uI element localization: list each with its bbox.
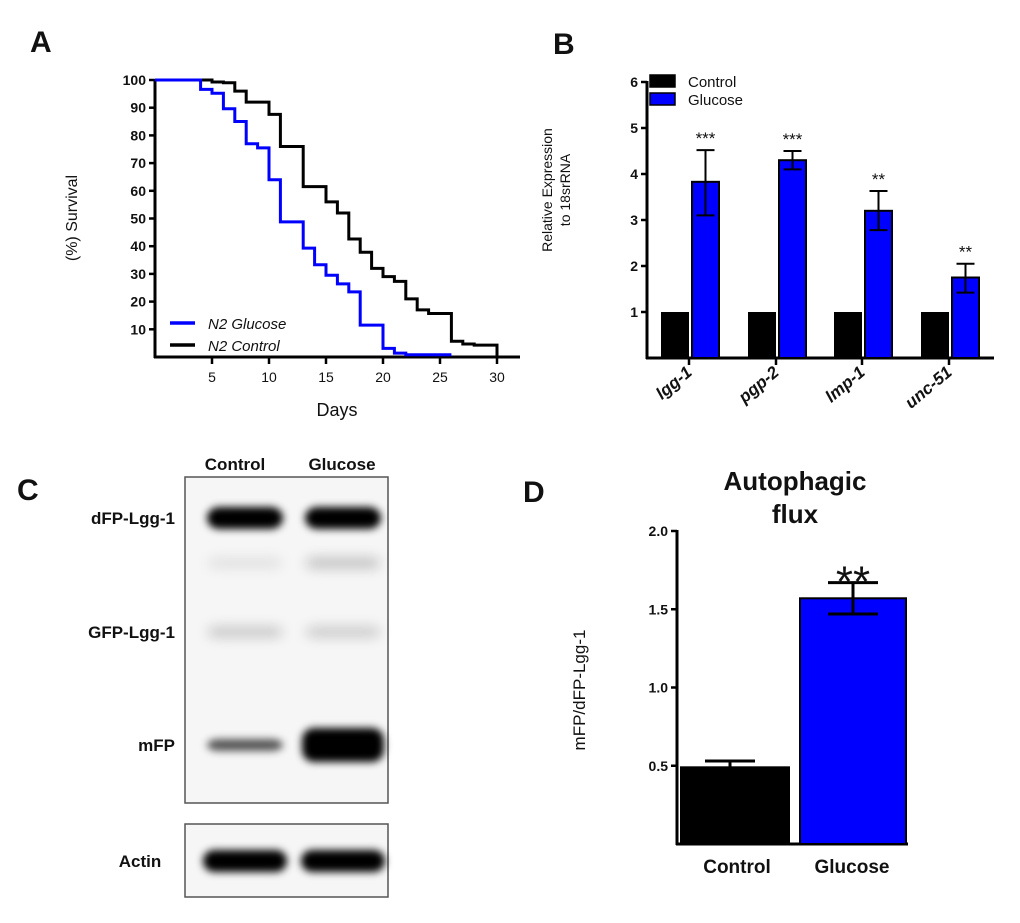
blot-band-actin (203, 850, 287, 872)
bar-control (680, 766, 790, 845)
panel-label-c: C (17, 474, 39, 507)
y-tick-label: 1.0 (649, 680, 669, 696)
legend-label: Glucose (688, 92, 743, 109)
x-tick-label: pgp-2 (734, 362, 783, 407)
blot-band-actin (301, 850, 385, 872)
band-label: Actin (119, 852, 162, 871)
band-label: GFP-Lgg-1 (88, 623, 175, 642)
legend-label: Control (688, 74, 736, 91)
x-tick-label: Glucose (815, 857, 890, 878)
significance-marker: ** (872, 170, 886, 189)
panel-label-d: D (523, 476, 545, 509)
bar-control-unc-51 (921, 312, 949, 358)
y-tick-label: 2 (630, 258, 638, 274)
x-tick-label: lmp-1 (822, 363, 869, 407)
legend-swatch (649, 74, 676, 88)
y-axis-label: (%) Survival (64, 175, 81, 261)
blot-band (305, 507, 381, 529)
significance-marker: ** (959, 243, 973, 262)
x-tick-label: lgg-1 (652, 363, 695, 404)
significance-marker: *** (696, 129, 716, 148)
y-tick-label: 3 (630, 212, 638, 228)
x-tick-label: 15 (318, 369, 334, 385)
y-tick-label: 0.5 (649, 758, 669, 774)
y-tick-label: 1 (630, 304, 638, 320)
bar-glucose-lmp-1 (864, 209, 893, 359)
blot-band (207, 626, 283, 638)
y-tick-label: 50 (130, 211, 146, 227)
blot-band (207, 739, 283, 751)
x-tick-label: Control (703, 857, 771, 878)
band-label: mFP (138, 736, 175, 755)
y-tick-label: 6 (630, 74, 638, 90)
lane-label: Glucose (308, 455, 375, 474)
y-tick-label: 40 (130, 238, 146, 254)
bar-control-pgp-2 (748, 312, 776, 358)
blot-band (302, 728, 384, 762)
y-tick-label: 1.5 (649, 601, 669, 617)
lane-label: Control (205, 455, 265, 474)
y-axis-label: Relative Expression (539, 128, 555, 252)
x-axis-label: Days (316, 400, 357, 420)
bar-glucose-pgp-2 (778, 159, 807, 359)
panel-label-a: A (30, 26, 52, 59)
legend-label: N2 Glucose (208, 316, 286, 333)
panel-a-survival-chart: 10 20 30 40 50 60 70 80 90 100 5 10 15 20 25 30 Days (%) … (64, 72, 520, 420)
blot-band (305, 557, 381, 569)
panel-label-b: B (553, 28, 575, 61)
bar-glucose (799, 597, 907, 845)
y-tick-label: 20 (130, 294, 146, 310)
y-tick-label: 4 (630, 166, 638, 182)
survival-line-n2-glucose (155, 78, 452, 357)
y-axis-label: mFP/dFP-Lgg-1 (570, 630, 589, 751)
panel-c-western-blot: Control Glucose dFP-Lgg-1 GFP-Lgg-1 mFP Actin (88, 455, 389, 898)
legend-swatch (649, 92, 676, 106)
chart-title: Autophagic (724, 466, 867, 496)
survival-line-n2-control (155, 78, 499, 357)
bar-control-lgg-1 (661, 312, 689, 358)
y-axis-label: to 18srRNA (557, 153, 573, 226)
x-tick-label: 30 (489, 369, 505, 385)
blot-band (305, 626, 381, 638)
x-tick-label: 25 (432, 369, 448, 385)
legend-label: N2 Control (208, 338, 280, 355)
blot-band (207, 557, 283, 569)
y-tick-label: 2.0 (649, 523, 669, 539)
x-tick-label: 10 (261, 369, 277, 385)
y-tick-label: 10 (130, 321, 146, 337)
x-tick-label: unc-51 (901, 363, 955, 413)
y-tick-label: 60 (130, 183, 146, 199)
y-tick-label: 5 (630, 120, 638, 136)
y-tick-label: 70 (130, 155, 146, 171)
blot-band (207, 507, 283, 529)
y-tick-label: 30 (130, 266, 146, 282)
x-tick-label: 5 (208, 369, 216, 385)
y-tick-label: 80 (130, 127, 146, 143)
significance-marker: *** (783, 130, 803, 149)
significance-marker: ** (836, 558, 870, 607)
chart-title: flux (772, 499, 819, 529)
band-label: dFP-Lgg-1 (91, 509, 175, 528)
y-tick-label: 90 (130, 100, 146, 116)
y-tick-label: 100 (123, 72, 147, 88)
panel-b-expression-chart: 1 2 3 4 5 6 Relative Expression to 18srRNA *** lg… (539, 74, 994, 412)
x-tick-label: 20 (375, 369, 391, 385)
bar-control-lmp-1 (834, 312, 862, 358)
